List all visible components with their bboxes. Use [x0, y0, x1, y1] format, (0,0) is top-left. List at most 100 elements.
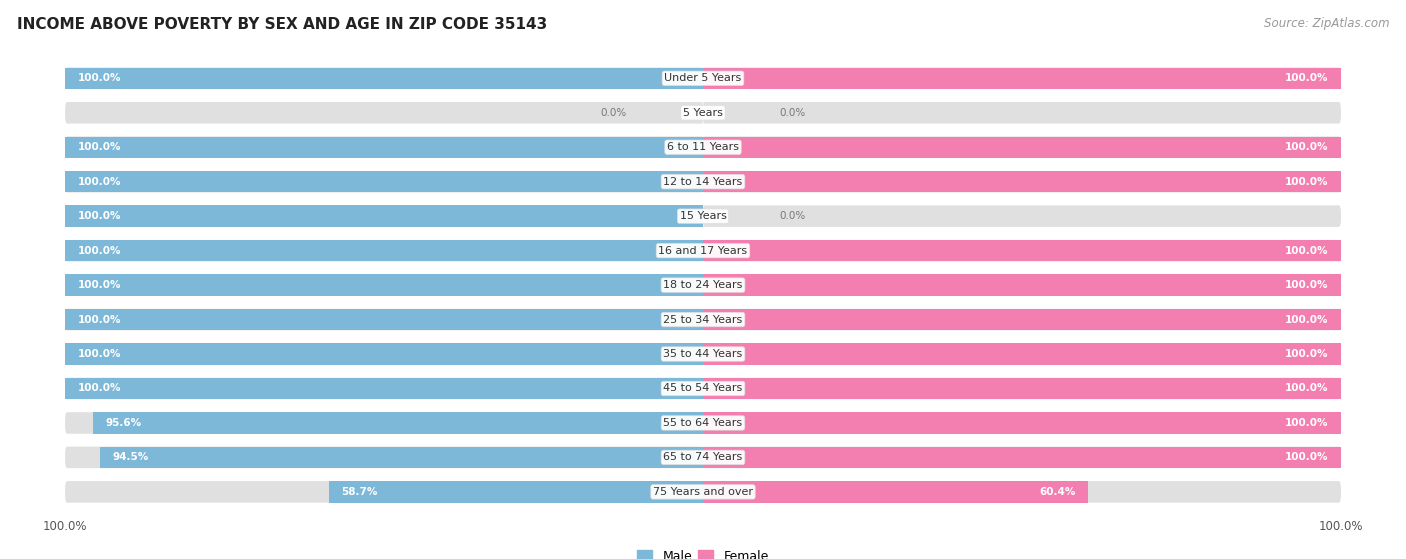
Text: 100.0%: 100.0% — [1285, 383, 1329, 394]
FancyBboxPatch shape — [65, 136, 703, 158]
FancyBboxPatch shape — [65, 171, 1341, 192]
Text: 0.0%: 0.0% — [600, 108, 627, 118]
FancyBboxPatch shape — [65, 68, 1341, 89]
Text: 100.0%: 100.0% — [1285, 349, 1329, 359]
FancyBboxPatch shape — [65, 136, 1341, 158]
Text: 100.0%: 100.0% — [1285, 315, 1329, 325]
FancyBboxPatch shape — [703, 68, 1341, 89]
FancyBboxPatch shape — [65, 378, 1341, 399]
Text: 0.0%: 0.0% — [779, 108, 806, 118]
Text: 0.0%: 0.0% — [779, 211, 806, 221]
FancyBboxPatch shape — [65, 309, 1341, 330]
FancyBboxPatch shape — [65, 343, 1341, 364]
Text: 35 to 44 Years: 35 to 44 Years — [664, 349, 742, 359]
Bar — [65, 343, 703, 364]
Bar — [100, 447, 703, 468]
Text: 45 to 54 Years: 45 to 54 Years — [664, 383, 742, 394]
Text: 16 and 17 Years: 16 and 17 Years — [658, 245, 748, 255]
Text: Source: ZipAtlas.com: Source: ZipAtlas.com — [1264, 17, 1389, 30]
Text: 100.0%: 100.0% — [1285, 177, 1329, 187]
Text: 6 to 11 Years: 6 to 11 Years — [666, 142, 740, 152]
Bar — [703, 413, 1341, 434]
FancyBboxPatch shape — [703, 378, 1341, 399]
Text: 100.0%: 100.0% — [1285, 142, 1329, 152]
FancyBboxPatch shape — [703, 171, 1341, 192]
Text: 100.0%: 100.0% — [77, 211, 121, 221]
Legend: Male, Female: Male, Female — [633, 544, 773, 559]
Text: 100.0%: 100.0% — [1285, 245, 1329, 255]
Text: 100.0%: 100.0% — [77, 349, 121, 359]
Text: 5 Years: 5 Years — [683, 108, 723, 118]
Bar — [65, 68, 703, 89]
FancyBboxPatch shape — [703, 274, 1341, 296]
FancyBboxPatch shape — [65, 447, 1341, 468]
Text: 60.4%: 60.4% — [1039, 487, 1076, 497]
FancyBboxPatch shape — [65, 240, 1341, 261]
FancyBboxPatch shape — [703, 206, 1341, 227]
Text: 100.0%: 100.0% — [1285, 452, 1329, 462]
Text: 100.0%: 100.0% — [1285, 418, 1329, 428]
FancyBboxPatch shape — [703, 343, 1341, 364]
FancyBboxPatch shape — [65, 206, 1341, 227]
Text: 100.0%: 100.0% — [1285, 280, 1329, 290]
FancyBboxPatch shape — [703, 413, 1341, 434]
Bar — [703, 68, 1341, 89]
Text: 95.6%: 95.6% — [105, 418, 142, 428]
FancyBboxPatch shape — [65, 206, 703, 227]
Bar — [703, 447, 1341, 468]
Bar — [703, 274, 1341, 296]
FancyBboxPatch shape — [65, 274, 703, 296]
FancyBboxPatch shape — [65, 447, 703, 468]
Bar — [703, 343, 1341, 364]
Text: 58.7%: 58.7% — [342, 487, 378, 497]
FancyBboxPatch shape — [65, 102, 703, 124]
Bar — [65, 136, 703, 158]
FancyBboxPatch shape — [65, 378, 703, 399]
FancyBboxPatch shape — [65, 102, 1341, 124]
FancyBboxPatch shape — [703, 240, 1341, 261]
FancyBboxPatch shape — [65, 481, 1341, 503]
Text: 55 to 64 Years: 55 to 64 Years — [664, 418, 742, 428]
Bar — [703, 171, 1341, 192]
Text: 18 to 24 Years: 18 to 24 Years — [664, 280, 742, 290]
FancyBboxPatch shape — [65, 481, 703, 503]
Text: 65 to 74 Years: 65 to 74 Years — [664, 452, 742, 462]
Text: Under 5 Years: Under 5 Years — [665, 73, 741, 83]
Bar — [703, 309, 1341, 330]
FancyBboxPatch shape — [65, 343, 703, 364]
FancyBboxPatch shape — [65, 274, 1341, 296]
Text: INCOME ABOVE POVERTY BY SEX AND AGE IN ZIP CODE 35143: INCOME ABOVE POVERTY BY SEX AND AGE IN Z… — [17, 17, 547, 32]
Text: 100.0%: 100.0% — [77, 280, 121, 290]
FancyBboxPatch shape — [65, 413, 703, 434]
Text: 100.0%: 100.0% — [77, 142, 121, 152]
Bar — [703, 240, 1341, 261]
Bar — [65, 171, 703, 192]
Bar — [703, 378, 1341, 399]
Text: 94.5%: 94.5% — [112, 452, 149, 462]
Text: 100.0%: 100.0% — [77, 245, 121, 255]
FancyBboxPatch shape — [703, 102, 1341, 124]
Bar — [93, 413, 703, 434]
Text: 100.0%: 100.0% — [1285, 73, 1329, 83]
FancyBboxPatch shape — [703, 447, 1341, 468]
FancyBboxPatch shape — [703, 136, 1341, 158]
Bar — [65, 240, 703, 261]
Text: 15 Years: 15 Years — [679, 211, 727, 221]
Bar — [703, 481, 1088, 503]
FancyBboxPatch shape — [65, 309, 703, 330]
Text: 100.0%: 100.0% — [77, 177, 121, 187]
Text: 100.0%: 100.0% — [77, 383, 121, 394]
FancyBboxPatch shape — [65, 171, 703, 192]
Text: 75 Years and over: 75 Years and over — [652, 487, 754, 497]
Text: 12 to 14 Years: 12 to 14 Years — [664, 177, 742, 187]
Bar — [65, 309, 703, 330]
FancyBboxPatch shape — [65, 68, 703, 89]
FancyBboxPatch shape — [65, 240, 703, 261]
FancyBboxPatch shape — [703, 309, 1341, 330]
Text: 100.0%: 100.0% — [77, 315, 121, 325]
Text: 100.0%: 100.0% — [77, 73, 121, 83]
Text: 25 to 34 Years: 25 to 34 Years — [664, 315, 742, 325]
Bar — [329, 481, 703, 503]
Bar — [65, 206, 703, 227]
FancyBboxPatch shape — [65, 413, 1341, 434]
